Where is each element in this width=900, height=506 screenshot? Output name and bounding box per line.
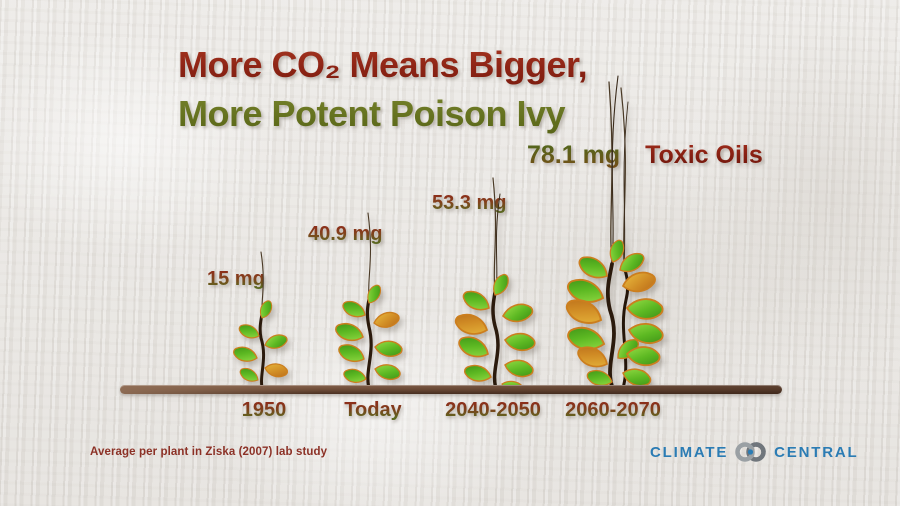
toxic-oils-label: Toxic Oils: [645, 141, 763, 169]
title-line-2: More Potent Poison Ivy: [178, 89, 587, 138]
title-line-1: More CO₂ Means Bigger,: [178, 40, 588, 89]
logo-word-central: CENTRAL: [774, 443, 859, 461]
value-label-today: 40.9 mg: [308, 223, 383, 245]
climate-central-logo: CLIMATE CENTRAL: [650, 440, 858, 464]
page-title: More CO₂ Means Bigger, More Potent Poiso…: [178, 40, 588, 138]
year-label-today: Today: [344, 399, 402, 421]
poison-ivy-plant-1950: [231, 251, 290, 393]
year-label-2060-2070: 2060-2070: [565, 399, 661, 421]
poison-ivy-plant-today: [332, 212, 404, 393]
year-label-1950: 1950: [241, 399, 287, 421]
year-label-2040-2050: 2040-2050: [445, 399, 541, 421]
value-label-2060-2070: 78.1 mg: [527, 141, 621, 169]
poison-ivy-plant-2040-2050: [452, 177, 537, 393]
interlocked-rings-icon: [735, 442, 766, 462]
value-label-1950: 15 mg: [207, 268, 265, 290]
poison-ivy-plant-2060-2070: [562, 75, 666, 393]
timeline-bar: [120, 385, 782, 394]
value-label-2040-2050: 53.3 mg: [432, 192, 507, 214]
value-label-2060-2070-row: 78.1 mg Toxic Oils: [527, 141, 763, 170]
source-note: Average per plant in Ziska (2007) lab st…: [90, 446, 328, 458]
logo-word-climate: CLIMATE: [650, 443, 729, 461]
